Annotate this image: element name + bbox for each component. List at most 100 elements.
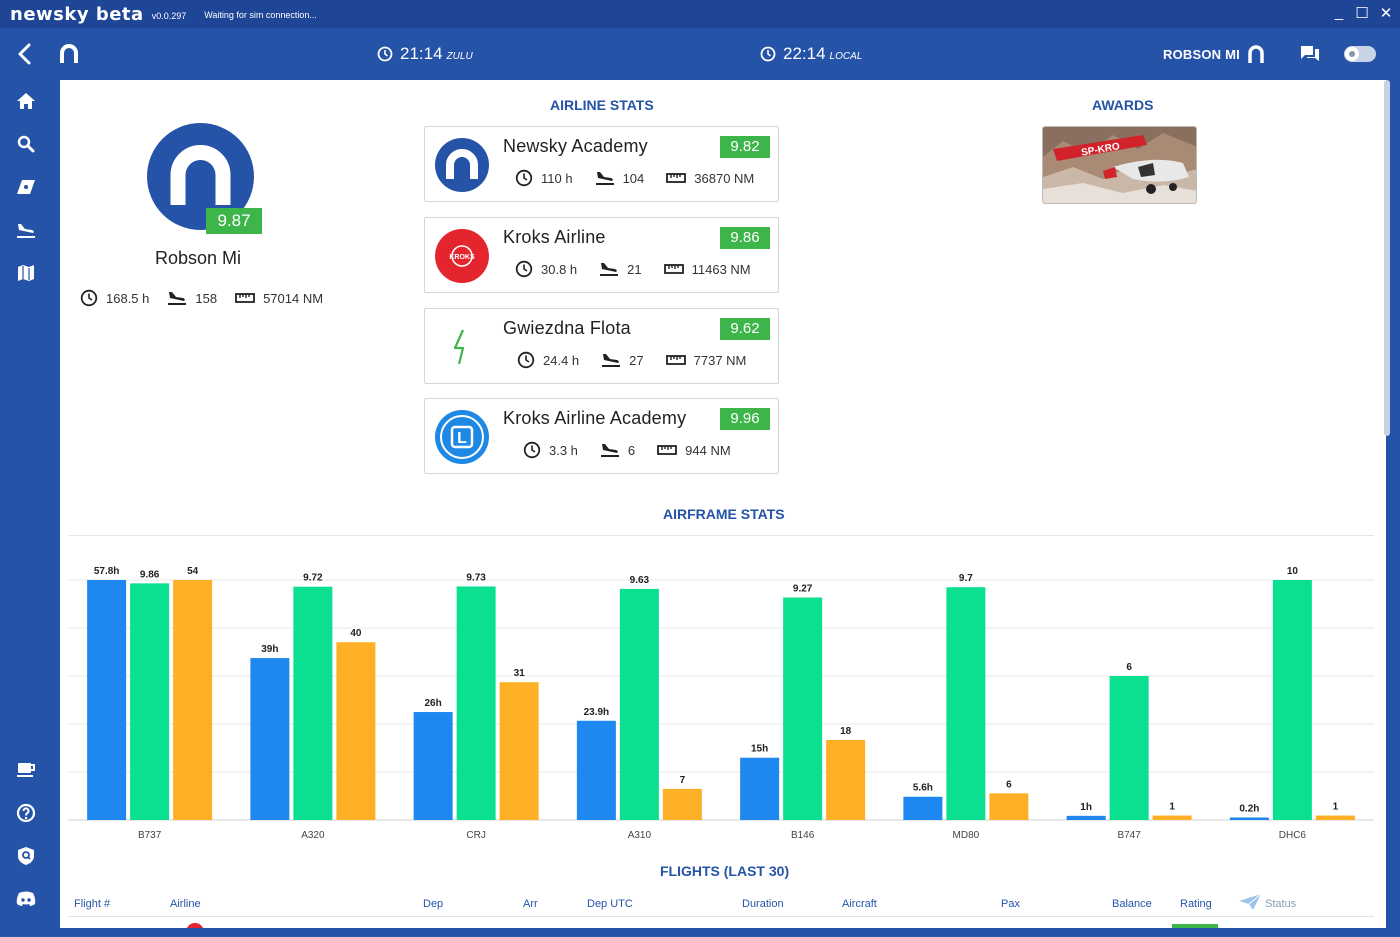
search-icon[interactable] [14, 132, 38, 156]
map-icon[interactable] [14, 261, 38, 285]
clock-icon [515, 260, 533, 278]
col-flight-number[interactable]: Flight # [74, 898, 111, 910]
main-scrollbar[interactable] [1384, 80, 1390, 436]
kroks-logo-text: KROKS [449, 254, 475, 261]
chart-bar [87, 580, 127, 820]
local-time: 22:14 [783, 44, 826, 63]
zulu-time: 21:14 [400, 44, 443, 63]
chart-category-label: B146 [791, 830, 815, 841]
col-balance[interactable]: Balance [1112, 898, 1152, 910]
chart-bar [989, 793, 1029, 820]
col-airline[interactable]: Airline [170, 898, 201, 910]
chart-bar [1272, 580, 1312, 820]
airline-card[interactable]: Gwiezdna Flota 9.62 24.4 h 27 7737 NM [424, 308, 779, 384]
col-dep[interactable]: Dep [423, 898, 444, 910]
chart-bar [576, 720, 616, 820]
chart-category-label: A320 [301, 830, 325, 841]
ruler-icon [665, 355, 686, 365]
chart-data-label: 1 [1333, 802, 1339, 813]
airline-name: Gwiezdna Flota [503, 318, 631, 338]
airline-card[interactable]: L Kroks Airline Academy 9.96 3.3 h 6 944… [424, 398, 779, 474]
chart-data-label: 6 [1126, 662, 1132, 673]
chart-data-label: 9.73 [466, 572, 486, 583]
ruler-icon [666, 173, 687, 183]
airframe-chart: 57.8h 9.86 54 B737 39h 9.72 40 A320 26h 9.73 31 CRJ… [68, 566, 1374, 841]
profile-rating-badge: 9.87 [206, 208, 262, 234]
airline-name: Kroks Airline Academy [503, 408, 687, 428]
chart-bar [499, 682, 539, 820]
airline-card[interactable]: KROKS Kroks Airline 9.86 30.8 h 21 11463… [424, 217, 779, 293]
ruler-icon [235, 293, 255, 303]
chart-data-label: 23.9h [584, 707, 610, 718]
clock-icon [80, 289, 98, 307]
airline-rating-badge: 9.86 [720, 227, 770, 249]
chart-data-label: 0.2h [1239, 804, 1259, 815]
airline-flights: 21 [627, 261, 642, 277]
col-status[interactable]: Status [1265, 898, 1297, 910]
table-header-divider [68, 916, 1374, 917]
coffee-cup-icon[interactable] [14, 758, 38, 782]
chart-bar [456, 586, 496, 820]
chart-bar [946, 587, 986, 820]
chart-bar [619, 588, 659, 820]
chart-bar [903, 796, 943, 820]
chat-icon[interactable] [1299, 44, 1321, 64]
chart-bar [1315, 815, 1355, 820]
main-content: 9.87 Robson Mi 168.5 h 158 57014 NM AIRL… [60, 80, 1386, 928]
award-image[interactable]: SP-KRO [1042, 126, 1197, 204]
airline-hours: 30.8 h [541, 261, 578, 277]
newsky-home-icon[interactable] [58, 43, 80, 65]
col-duration[interactable]: Duration [742, 898, 784, 910]
airframe-stats-title: AIRFRAME STATS [663, 506, 785, 522]
airline-name: Newsky Academy [503, 136, 648, 156]
newsky-logo-icon [435, 138, 489, 192]
chart-bar [1152, 815, 1192, 820]
chart-data-label: 7 [680, 775, 686, 786]
discord-icon[interactable] [14, 887, 38, 911]
home-icon[interactable] [14, 89, 38, 113]
shield-search-icon[interactable] [14, 844, 38, 868]
col-dep-utc[interactable]: Dep UTC [587, 898, 633, 910]
zulu-clock: 21:14 ZULU [377, 44, 473, 64]
local-label: LOCAL [829, 51, 863, 62]
top-header: 21:14 ZULU 22:14 LOCAL ROBSON MI [0, 28, 1400, 80]
profile-distance: 57014 NM [263, 290, 324, 306]
airline-hours: 3.3 h [549, 442, 578, 458]
flight-landing-icon[interactable] [14, 218, 38, 242]
chart-category-label: CRJ [466, 830, 485, 841]
col-arr[interactable]: Arr [523, 898, 538, 910]
newsky-logo-icon [170, 145, 231, 205]
airline-distance: 944 NM [685, 442, 731, 458]
back-arrow-icon[interactable] [16, 43, 34, 65]
chart-data-label: 9.72 [303, 573, 323, 584]
flight-landing-icon [168, 292, 187, 305]
chart-bar [783, 597, 823, 820]
maximize-icon[interactable]: ☐ [1355, 5, 1369, 22]
airline-card[interactable]: Newsky Academy 9.82 110 h 104 36870 NM [424, 126, 779, 202]
airline-hours: 110 h [541, 170, 573, 186]
user-name[interactable]: ROBSON MI [1163, 47, 1240, 62]
airline-distance: 11463 NM [691, 261, 751, 277]
col-aircraft[interactable]: Aircraft [842, 898, 877, 910]
airline-flights: 27 [629, 352, 644, 368]
col-rating[interactable]: Rating [1180, 898, 1212, 910]
minimize-icon[interactable]: _ [1334, 4, 1344, 21]
chart-bar [293, 586, 333, 820]
paper-plane-icon [1239, 893, 1262, 910]
ticket-icon[interactable] [14, 175, 38, 199]
close-icon[interactable]: ✕ [1379, 5, 1393, 22]
flight-landing-icon [600, 444, 619, 457]
airline-hours: 24.4 h [543, 352, 580, 368]
help-icon[interactable] [14, 801, 38, 825]
theme-toggle[interactable] [1344, 46, 1376, 62]
profile-hours: 168.5 h [106, 290, 150, 306]
awards-title: AWARDS [1092, 97, 1154, 113]
col-pax[interactable]: Pax [1001, 898, 1020, 910]
airline-flights: 104 [622, 170, 645, 186]
airline-flights: 6 [627, 442, 636, 458]
profile-stats: 168.5 h 158 57014 NM [80, 289, 341, 307]
clock-icon [517, 351, 535, 369]
clock-icon [377, 46, 393, 62]
ruler-icon [663, 264, 684, 274]
user-avatar-icon[interactable] [1246, 44, 1266, 64]
